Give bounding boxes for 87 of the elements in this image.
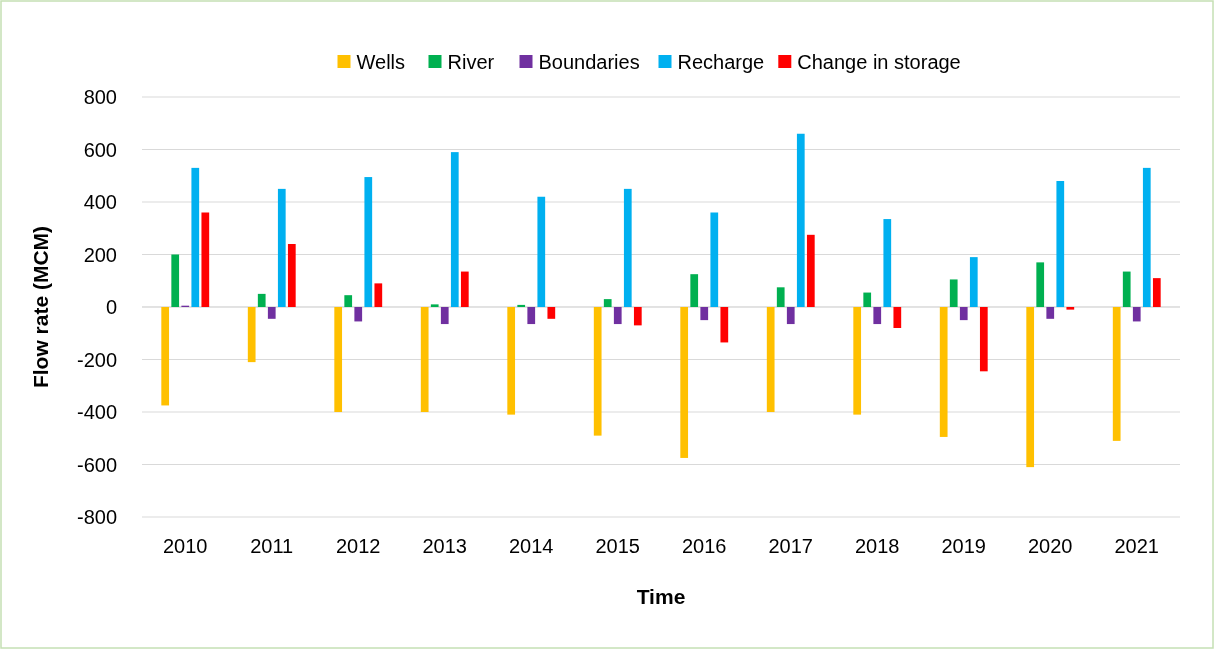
bar — [171, 254, 180, 307]
y-tick-label: -200 — [76, 348, 117, 371]
bar — [863, 292, 872, 307]
bar — [440, 307, 449, 325]
bar — [613, 307, 622, 325]
legend-label: Boundaries — [538, 51, 640, 73]
bar — [873, 307, 882, 325]
bar — [786, 307, 795, 325]
bar — [527, 307, 536, 325]
bar — [161, 307, 170, 406]
bar — [883, 219, 892, 307]
x-tick-label: 2018 — [855, 535, 900, 557]
bar — [593, 307, 602, 436]
bar — [633, 307, 642, 326]
bar — [247, 307, 256, 363]
bar — [420, 307, 429, 412]
bar — [277, 188, 286, 307]
bar — [853, 307, 862, 415]
legend-label: Wells — [356, 51, 406, 73]
x-tick-label: 2017 — [768, 535, 813, 557]
bar — [710, 212, 719, 307]
bar — [547, 307, 556, 319]
bar — [344, 295, 353, 307]
bar — [700, 307, 709, 321]
bar — [191, 167, 200, 307]
bar — [1122, 271, 1131, 307]
y-axis-title: Flow rate (MCM) — [29, 225, 52, 389]
x-tick-label: 2010 — [163, 535, 208, 557]
bar — [334, 307, 343, 412]
bar — [796, 133, 805, 307]
x-tick-label: 2020 — [1028, 535, 1073, 557]
bar — [430, 304, 439, 307]
bar — [257, 293, 266, 307]
bar — [201, 212, 210, 307]
bar — [1046, 307, 1055, 319]
bar — [364, 177, 373, 307]
legend-label: Recharge — [677, 51, 765, 73]
bar — [690, 274, 699, 307]
x-tick-label: 2012 — [336, 535, 381, 557]
bar — [623, 188, 632, 307]
bar — [517, 304, 526, 307]
y-tick-label: -800 — [76, 506, 117, 528]
y-tick-label: 200 — [83, 243, 117, 266]
bar — [460, 271, 469, 307]
bar — [806, 234, 815, 307]
x-tick-label: 2014 — [509, 535, 554, 557]
legend-label: Change in storage — [797, 51, 961, 73]
bar — [537, 196, 546, 307]
y-tick-label: -400 — [76, 401, 117, 423]
y-tick-label: -600 — [76, 453, 117, 476]
bar — [267, 307, 276, 319]
x-tick-label: 2019 — [941, 535, 986, 557]
bar — [680, 307, 689, 458]
bar — [354, 307, 363, 322]
bar — [766, 307, 775, 412]
y-tick-label: 0 — [105, 296, 117, 318]
bar — [959, 307, 968, 321]
x-tick-label: 2015 — [595, 535, 640, 557]
legend-label: River — [447, 51, 495, 73]
y-tick-label: 600 — [83, 138, 117, 161]
bar — [979, 307, 988, 372]
x-tick-label: 2011 — [250, 535, 294, 557]
bar — [1142, 167, 1151, 307]
bar — [1152, 278, 1161, 307]
bar — [720, 307, 729, 343]
bar — [1036, 262, 1045, 307]
bar — [939, 307, 948, 437]
bar — [1026, 307, 1035, 468]
bar — [776, 287, 785, 307]
bar — [1066, 307, 1075, 310]
x-tick-label: 2016 — [682, 535, 727, 557]
bar — [507, 307, 516, 415]
y-tick-label: 800 — [83, 86, 117, 108]
y-tick-label: 400 — [83, 191, 117, 213]
bar — [450, 152, 459, 307]
bar — [1112, 307, 1121, 441]
x-tick-label: 2013 — [422, 535, 467, 557]
bar — [969, 257, 978, 307]
bar — [374, 283, 383, 307]
x-axis-title: Time — [636, 585, 686, 608]
bar — [603, 299, 612, 307]
bar — [893, 307, 902, 328]
bar — [1132, 307, 1141, 322]
bar — [287, 244, 296, 307]
bar — [1056, 181, 1065, 307]
x-tick-label: 2021 — [1114, 535, 1159, 557]
bar — [949, 279, 958, 307]
